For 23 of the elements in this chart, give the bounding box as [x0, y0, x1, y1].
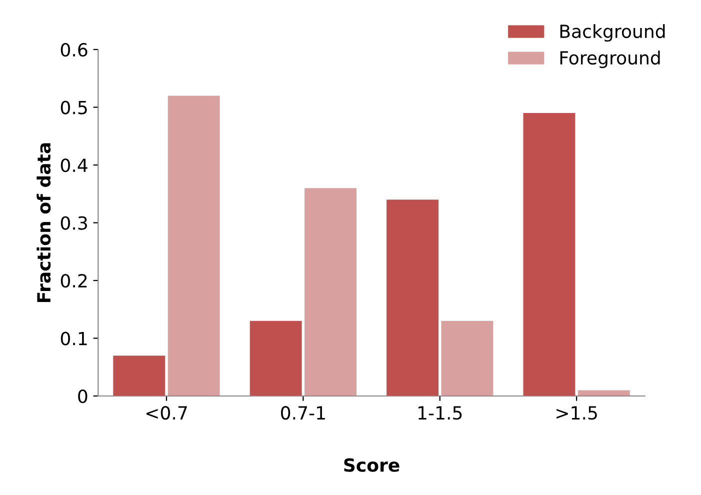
y-axis-title: Fraction of data [36, 143, 51, 302]
bar [168, 96, 220, 396]
bar [523, 113, 576, 396]
bar [441, 320, 494, 396]
y-tick-label: 0.5 [60, 100, 87, 114]
legend-label: Foreground [560, 50, 660, 68]
legend-label: Background [560, 24, 665, 42]
y-tick-label: 0.1 [60, 332, 87, 346]
y-tick-label: 0.4 [60, 158, 88, 172]
bar [113, 356, 166, 396]
bar [386, 200, 439, 396]
bar [304, 188, 356, 396]
y-tick-label: 0.6 [60, 42, 88, 57]
y-tick-label: 0 [78, 389, 88, 404]
x-axis-title: Score [344, 458, 400, 472]
x-tick-label: 0.7-1 [281, 406, 325, 420]
x-tick-label: 1-1.5 [418, 406, 462, 420]
y-tick-label: 0.2 [60, 274, 87, 288]
y-tick-label: 0.3 [60, 216, 87, 230]
bar [250, 320, 302, 396]
x-tick-label: >1.5 [556, 406, 597, 420]
x-tick-label: <0.7 [146, 406, 187, 420]
bar [578, 390, 630, 396]
